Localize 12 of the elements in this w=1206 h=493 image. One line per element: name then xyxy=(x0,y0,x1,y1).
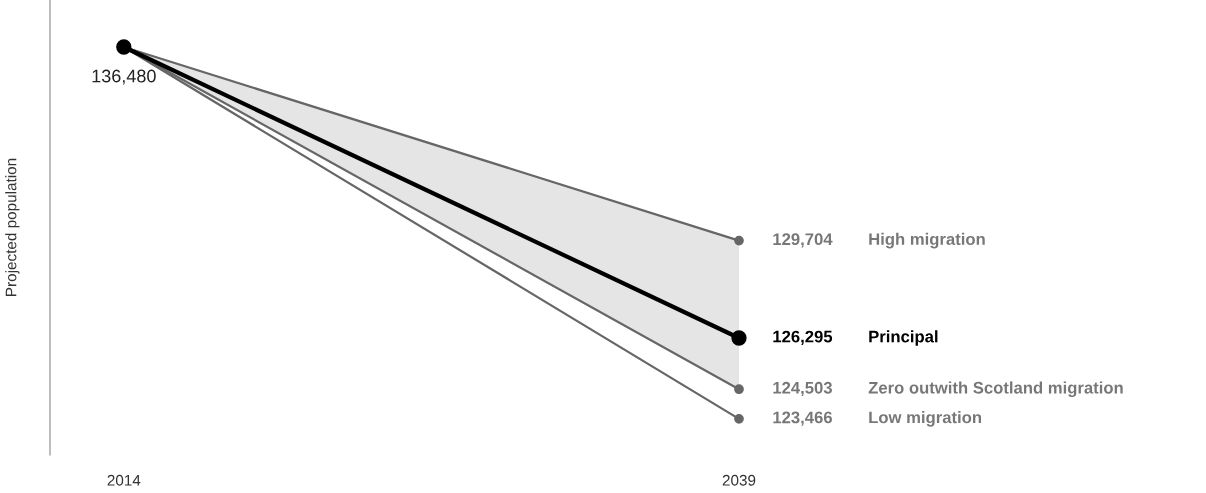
text: High migration xyxy=(869,232,985,249)
text: Principal xyxy=(869,330,938,346)
y-axis-title: Projected population xyxy=(5,158,20,296)
data-label: 126,295 xyxy=(773,330,833,345)
data-label: 123,466 xyxy=(773,411,832,426)
text: Zero outwith Scotland migration xyxy=(868,381,1123,397)
data-label: 129,704 xyxy=(773,233,833,248)
x-tick-label: 2039 xyxy=(722,474,756,486)
data-label: 124,503 xyxy=(773,381,832,397)
x-tick-label: 2014 xyxy=(107,474,141,486)
text: Low migration xyxy=(869,411,982,427)
data-label: 136,480 xyxy=(92,69,156,85)
